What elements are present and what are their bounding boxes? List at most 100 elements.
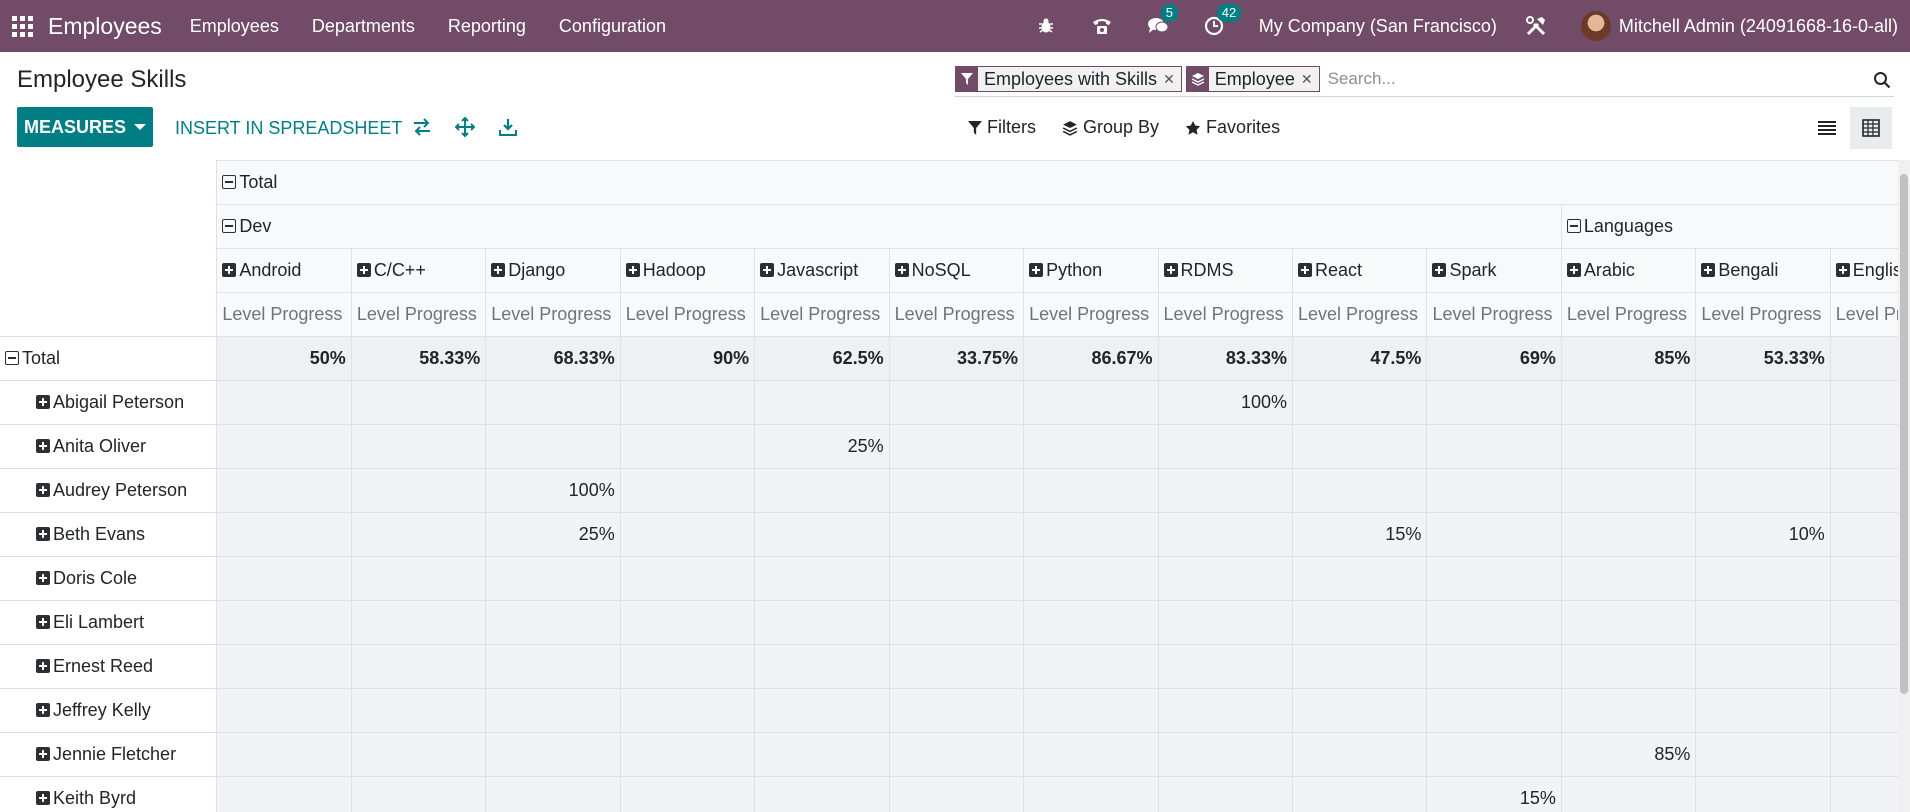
value-cell[interactable] (485, 600, 621, 645)
collapse-icon[interactable] (5, 351, 19, 366)
value-cell[interactable] (619, 732, 756, 777)
value-cell[interactable] (1829, 424, 1898, 469)
value-cell[interactable] (619, 644, 756, 689)
value-cell[interactable] (1560, 776, 1697, 812)
value-cell[interactable] (619, 468, 756, 513)
value-cell[interactable] (888, 644, 1025, 689)
filters-button[interactable]: Filters (968, 117, 1036, 138)
total-cell[interactable]: 86.67% (1023, 336, 1159, 381)
value-cell[interactable] (1695, 688, 1831, 733)
expand-icon[interactable] (36, 791, 50, 806)
expand-icon[interactable] (1701, 263, 1716, 278)
value-cell[interactable] (888, 732, 1025, 777)
expand-icon[interactable] (36, 571, 50, 586)
value-cell[interactable] (1426, 380, 1562, 425)
value-cell[interactable] (1291, 468, 1428, 513)
value-cell[interactable] (1560, 512, 1697, 557)
groupby-button[interactable]: Group By (1062, 117, 1159, 138)
value-cell[interactable] (350, 732, 487, 777)
value-cell[interactable] (888, 424, 1025, 469)
value-cell[interactable] (754, 380, 890, 425)
menu-reporting[interactable]: Reporting (447, 15, 526, 36)
value-cell[interactable] (350, 556, 487, 601)
measures-button[interactable]: MEASURES (17, 107, 153, 147)
value-cell[interactable] (216, 468, 352, 513)
measure-header[interactable]: Level Progress (485, 292, 621, 337)
value-cell[interactable] (754, 688, 890, 733)
value-cell[interactable] (1560, 600, 1697, 645)
value-cell[interactable] (1695, 380, 1831, 425)
value-cell[interactable] (1426, 688, 1562, 733)
row-header-employee[interactable]: Jennie Fletcher (0, 732, 218, 777)
flip-axis-icon[interactable] (410, 115, 434, 139)
value-cell[interactable] (216, 600, 352, 645)
collapse-icon[interactable] (1566, 219, 1581, 234)
row-header-employee[interactable]: Abigail Peterson (0, 380, 218, 425)
row-header-employee[interactable]: Keith Byrd (0, 776, 218, 812)
value-cell[interactable] (1157, 556, 1293, 601)
value-cell[interactable] (350, 380, 487, 425)
value-cell[interactable] (1157, 600, 1293, 645)
row-header-employee[interactable]: Ernest Reed (0, 644, 218, 689)
col-header-skill[interactable]: Django (485, 248, 621, 293)
value-cell[interactable] (216, 424, 352, 469)
value-cell[interactable]: 25% (754, 424, 890, 469)
value-cell[interactable] (619, 556, 756, 601)
measure-header[interactable]: Level Progress (888, 292, 1025, 337)
value-cell[interactable] (350, 468, 487, 513)
menu-departments[interactable]: Departments (311, 15, 415, 36)
value-cell[interactable] (619, 688, 756, 733)
activities-icon[interactable]: 42 (1203, 4, 1242, 37)
total-cell[interactable]: 58.33% (350, 336, 487, 381)
col-header-total[interactable]: Total (216, 160, 1898, 205)
expand-icon[interactable] (222, 263, 237, 278)
col-header-skill[interactable]: RDMS (1157, 248, 1293, 293)
list-view-icon[interactable] (1806, 107, 1848, 149)
value-cell[interactable] (1291, 688, 1428, 733)
value-cell[interactable] (485, 732, 621, 777)
expand-icon[interactable] (491, 263, 506, 278)
value-cell[interactable] (754, 776, 890, 812)
value-cell[interactable] (1829, 556, 1898, 601)
value-cell[interactable] (754, 556, 890, 601)
value-cell[interactable] (1695, 600, 1831, 645)
row-header-employee[interactable]: Eli Lambert (0, 600, 218, 645)
value-cell[interactable] (754, 644, 890, 689)
measure-header[interactable]: Level Progress (1695, 292, 1831, 337)
value-cell[interactable] (1829, 688, 1898, 733)
value-cell[interactable] (1829, 644, 1898, 689)
row-header-employee[interactable]: Doris Cole (0, 556, 218, 601)
value-cell[interactable] (1023, 688, 1159, 733)
expand-icon[interactable] (1029, 263, 1044, 278)
phone-icon[interactable] (1091, 15, 1113, 37)
value-cell[interactable] (485, 424, 621, 469)
value-cell[interactable] (350, 644, 487, 689)
value-cell[interactable] (1291, 732, 1428, 777)
measure-header[interactable]: Level Progress (1829, 292, 1898, 337)
value-cell[interactable] (619, 424, 756, 469)
value-cell[interactable]: 10% (1695, 512, 1831, 557)
expand-icon[interactable] (36, 659, 50, 674)
value-cell[interactable] (1426, 732, 1562, 777)
value-cell[interactable] (1560, 556, 1697, 601)
row-header-employee[interactable]: Jeffrey Kelly (0, 688, 218, 733)
value-cell[interactable] (1023, 600, 1159, 645)
col-header-skill[interactable]: Javascript (754, 248, 890, 293)
value-cell[interactable] (888, 512, 1025, 557)
value-cell[interactable] (1157, 644, 1293, 689)
value-cell[interactable] (619, 380, 756, 425)
vertical-scrollbar[interactable] (1898, 160, 1910, 812)
col-header-skill[interactable]: Hadoop (619, 248, 756, 293)
bug-icon[interactable] (1035, 15, 1057, 37)
col-header-skill[interactable]: Bengali (1695, 248, 1831, 293)
value-cell[interactable] (1695, 732, 1831, 777)
value-cell[interactable] (888, 468, 1025, 513)
value-cell[interactable] (216, 380, 352, 425)
total-cell[interactable]: 33.75% (888, 336, 1025, 381)
value-cell[interactable] (1023, 512, 1159, 557)
expand-icon[interactable] (36, 395, 50, 410)
total-cell[interactable]: 53.33% (1695, 336, 1831, 381)
measure-header[interactable]: Level Progress (1023, 292, 1159, 337)
value-cell[interactable] (1291, 380, 1428, 425)
expand-icon[interactable] (1566, 263, 1581, 278)
